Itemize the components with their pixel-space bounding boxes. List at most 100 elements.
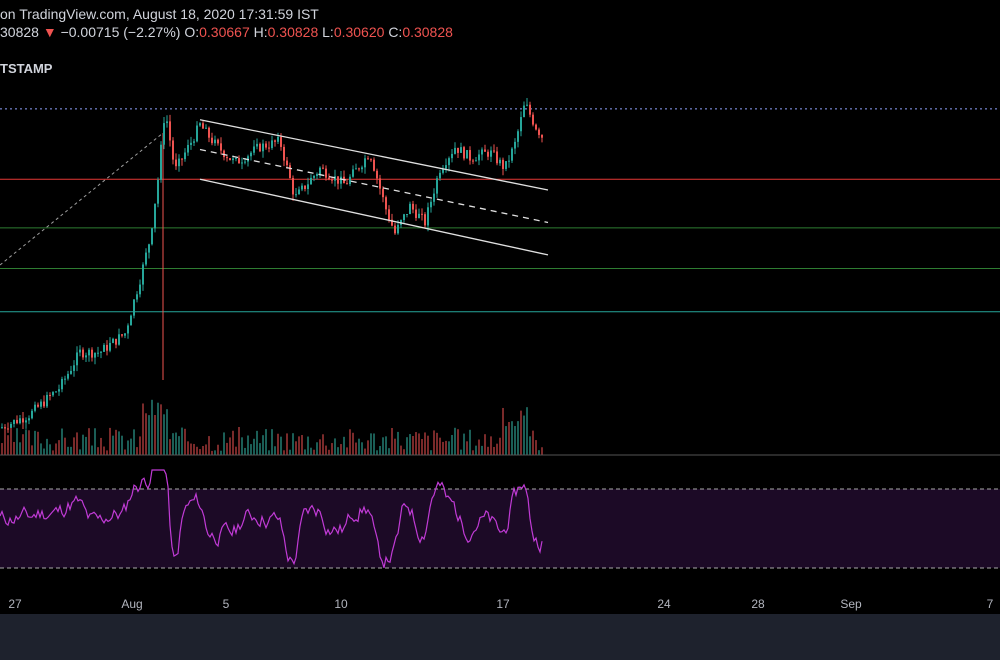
volume-bar <box>367 440 369 455</box>
candle-body <box>490 150 492 157</box>
volume-bar <box>259 443 261 455</box>
volume-bar <box>361 442 363 455</box>
candle-body <box>433 193 435 202</box>
candle-body <box>355 168 357 170</box>
candle-body <box>115 338 117 345</box>
volume-bar <box>289 449 291 455</box>
open-value: 0.30667 <box>199 24 250 40</box>
volume-bar <box>274 446 276 455</box>
channel-mid <box>199 148 549 224</box>
bottom-toolbar <box>0 614 1000 660</box>
volume-bar <box>355 442 357 455</box>
volume-bar <box>430 450 432 455</box>
volume-bar <box>10 427 12 455</box>
volume-bar <box>268 450 270 455</box>
descending-channel <box>199 119 549 256</box>
candle-body <box>97 352 99 354</box>
candle-body <box>517 131 519 142</box>
candle-body <box>352 169 354 177</box>
volume-bar <box>169 439 171 455</box>
candle-body <box>79 349 81 353</box>
candle-body <box>208 127 210 138</box>
volume-bar <box>526 407 528 455</box>
volume-bar <box>226 442 228 455</box>
candle-body <box>508 160 510 162</box>
candle-body <box>91 349 93 358</box>
volume-bar <box>34 430 36 455</box>
volume-bars <box>1 399 543 455</box>
candle-body <box>22 418 24 423</box>
candle-body <box>124 333 126 336</box>
candle-body <box>511 148 513 161</box>
candle-body <box>496 151 498 164</box>
candle-body <box>244 161 246 163</box>
volume-bar <box>205 444 207 455</box>
candle-body <box>154 203 156 229</box>
volume-bar <box>31 445 33 455</box>
candle-body <box>226 157 228 159</box>
volume-bar <box>193 443 195 455</box>
volume-bar <box>340 444 342 455</box>
volume-bar <box>97 447 99 455</box>
candle-body <box>334 176 336 181</box>
volume-bar <box>214 450 216 455</box>
low-label: L: <box>322 24 334 40</box>
volume-bar <box>472 450 474 455</box>
candle-body <box>4 427 6 429</box>
candle-body <box>61 378 63 390</box>
volume-bar <box>220 450 222 455</box>
volume-bar <box>337 447 339 455</box>
volume-bar <box>139 436 141 455</box>
volume-bar <box>217 444 219 455</box>
volume-bar <box>376 450 378 455</box>
volume-bar <box>232 430 234 455</box>
candle-body <box>25 420 27 423</box>
candle-body <box>319 167 321 175</box>
candle-body <box>337 176 339 184</box>
volume-bar <box>202 445 204 455</box>
volume-bar <box>271 429 273 455</box>
volume-bar <box>241 437 243 455</box>
candle-body <box>445 165 447 169</box>
candle-body <box>109 342 111 351</box>
volume-bar <box>391 428 393 455</box>
volume-bar <box>457 429 459 455</box>
volume-bar <box>73 437 75 455</box>
volume-bar <box>196 446 198 455</box>
volume-bar <box>178 436 180 455</box>
volume-bar <box>148 415 150 455</box>
volume-bar <box>322 434 324 455</box>
candle-body <box>280 136 282 147</box>
volume-bar <box>28 430 30 455</box>
volume-bar <box>133 429 135 455</box>
candle-body <box>31 410 33 419</box>
volume-bar <box>484 434 486 455</box>
candle-body <box>376 170 378 179</box>
candle-body <box>13 419 15 424</box>
x-tick-label: Sep <box>840 597 862 611</box>
volume-bar <box>103 446 105 455</box>
volume-bar <box>16 428 18 455</box>
price-chart[interactable]: 27 Aug 5 10 17 24 28 Sep 7 <box>0 0 1000 614</box>
volume-bar <box>463 433 465 455</box>
volume-bar <box>283 450 285 455</box>
volume-bar <box>499 437 501 455</box>
volume-bar <box>256 430 258 455</box>
candle-body <box>532 114 534 125</box>
volume-bar <box>454 427 456 455</box>
x-tick-label: 24 <box>657 597 671 611</box>
peak-trend-line <box>0 132 164 380</box>
candle-body <box>181 158 183 160</box>
volume-bar <box>412 436 414 455</box>
volume-bar <box>502 407 504 455</box>
candle-body <box>418 213 420 218</box>
candle-body <box>457 147 459 153</box>
volume-bar <box>100 437 102 455</box>
volume-bar <box>199 449 201 455</box>
volume-bar <box>469 429 471 455</box>
volume-bar <box>136 447 138 455</box>
candle-body <box>388 209 390 220</box>
volume-bar <box>520 410 522 455</box>
high-value: 0.30828 <box>267 24 319 40</box>
volume-bar <box>334 438 336 455</box>
